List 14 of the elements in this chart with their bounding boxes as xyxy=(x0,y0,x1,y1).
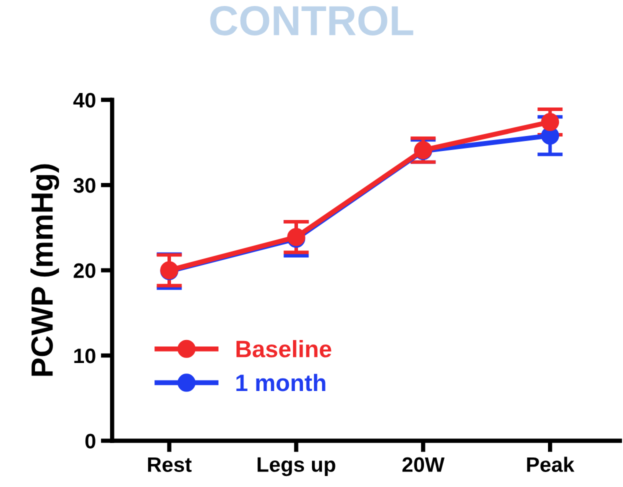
y-tick-label: 40 xyxy=(73,92,96,108)
x-tick-label: 20W xyxy=(402,457,445,472)
y-tick-label: 20 xyxy=(74,263,96,278)
x-tick-label: Peak xyxy=(527,456,574,472)
y-tick-label: 30 xyxy=(73,178,96,193)
legend-label: 1 month xyxy=(236,374,326,392)
legend-label: Baseline xyxy=(236,340,332,358)
y-axis-title: PCWP (mmHg) xyxy=(30,164,60,376)
point xyxy=(541,112,560,132)
y-tick-label: 10 xyxy=(74,348,96,364)
chart-title: CONTROL xyxy=(210,6,414,36)
x-tick-label: Rest xyxy=(148,457,192,472)
x-tick-label: Legs up xyxy=(258,457,336,476)
y-tick-label: 0 xyxy=(85,434,96,448)
